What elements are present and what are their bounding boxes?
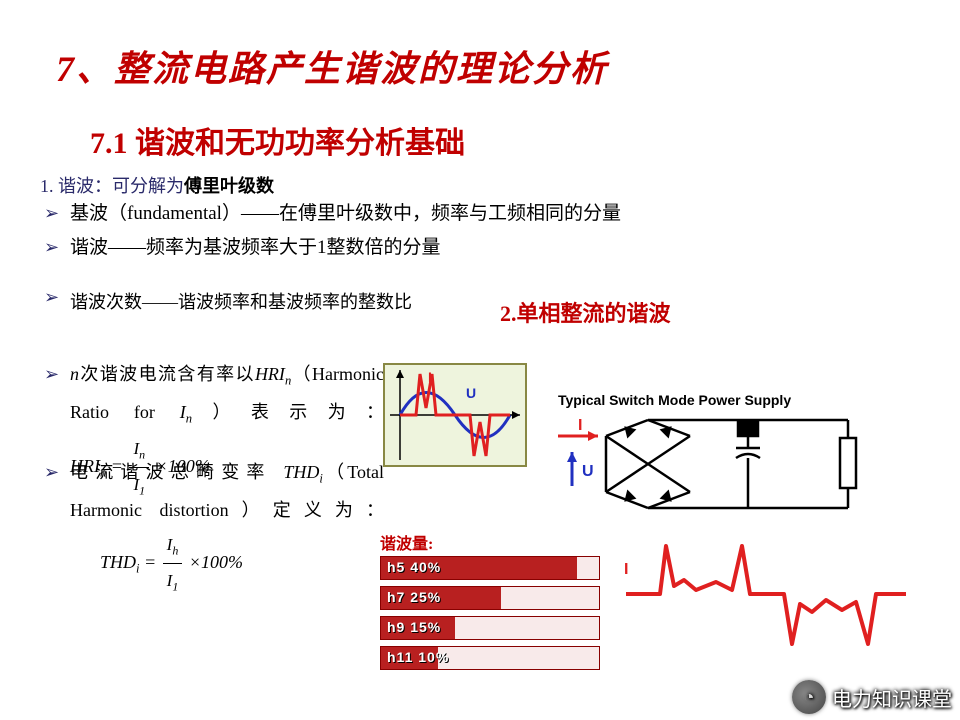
bullet-marker-icon: ➢ [44, 356, 70, 392]
hri-symbol: HRIn [255, 364, 291, 384]
watermark-text: 电力知识课堂 [832, 683, 952, 712]
bullet-text: 谐波——频率为基波频率大于1整数倍的分量 [70, 234, 441, 263]
thd-formula: THDi = IhI1 ×100% [100, 552, 243, 572]
svg-text:I: I [624, 561, 628, 578]
bullet-marker-icon: ➢ [44, 454, 70, 490]
t: 次谐波电流含有率以 [79, 364, 255, 384]
harmonic-bars: h5 40% h7 25% h9 15% h11 10% [380, 556, 600, 676]
voltage-current-plot: I U [380, 360, 530, 470]
t: ）表示为： [192, 402, 384, 422]
svg-text:U: U [582, 463, 594, 480]
bullet-marker-icon: ➢ [44, 200, 70, 227]
thd-symbol: THDi [283, 462, 323, 482]
wechat-icon: ◔ [792, 680, 826, 714]
bullet-thd: ➢ 电流谐波总畸变率 THDi（Total Harmonic distortio… [44, 454, 384, 599]
svg-text:U: U [466, 385, 476, 401]
bar-label: h7 25% [387, 589, 441, 605]
bullet-marker-icon: ➢ [44, 234, 70, 261]
watermark: ◔ 电力知识课堂 [792, 680, 952, 714]
current-waveform: I [616, 534, 916, 664]
svg-text:I: I [428, 369, 432, 385]
main-title: 7、整流电路产生谐波的理论分析 [56, 40, 608, 92]
svg-text:I: I [578, 417, 582, 434]
bar-h11: h11 10% [380, 646, 600, 670]
bar-h9: h9 15% [380, 616, 600, 640]
bullet-harmonic-order: ➢ 谐波次数——谐波频率和基波频率的整数比 [44, 284, 444, 320]
t: 电流谐波总畸变率 [70, 462, 283, 482]
item1-bold: 傅里叶级数 [184, 176, 274, 196]
bullet-marker-icon: ➢ [44, 284, 70, 311]
bullet-fundamental: ➢ 基波（fundamental）——在傅里叶级数中，频率与工频相同的分量 [44, 200, 924, 229]
bar-label: h5 40% [387, 559, 441, 575]
in-symbol: In [180, 402, 192, 422]
subsection-title: 7.1 谐波和无功功率分析基础 [90, 118, 465, 162]
bullet-text: 谐波次数——谐波频率和基波频率的整数比 [70, 284, 412, 320]
item1-prefix: 1. 谐波： [40, 176, 112, 196]
bar-h7: h7 25% [380, 586, 600, 610]
item1-text: 可分解为 [112, 176, 184, 196]
section2-title: 2.单相整流的谐波 [500, 296, 671, 328]
bullet-text: 电流谐波总畸变率 THDi（Total Harmonic distortion）… [70, 454, 384, 599]
var-n: n [70, 364, 79, 384]
bullet-harmonic: ➢ 谐波——频率为基波频率大于1整数倍的分量 [44, 234, 924, 263]
bullet-text: 基波（fundamental）——在傅里叶级数中，频率与工频相同的分量 [70, 200, 621, 229]
smps-label: Typical Switch Mode Power Supply [558, 392, 791, 408]
bar-label: h11 10% [387, 649, 449, 665]
bar-label: h9 15% [387, 619, 441, 635]
item-1: 1. 谐波：可分解为傅里叶级数 [40, 172, 274, 198]
bar-h5: h5 40% [380, 556, 600, 580]
harmonics-label: 谐波量: [380, 530, 433, 554]
smps-circuit: I U [548, 408, 888, 518]
